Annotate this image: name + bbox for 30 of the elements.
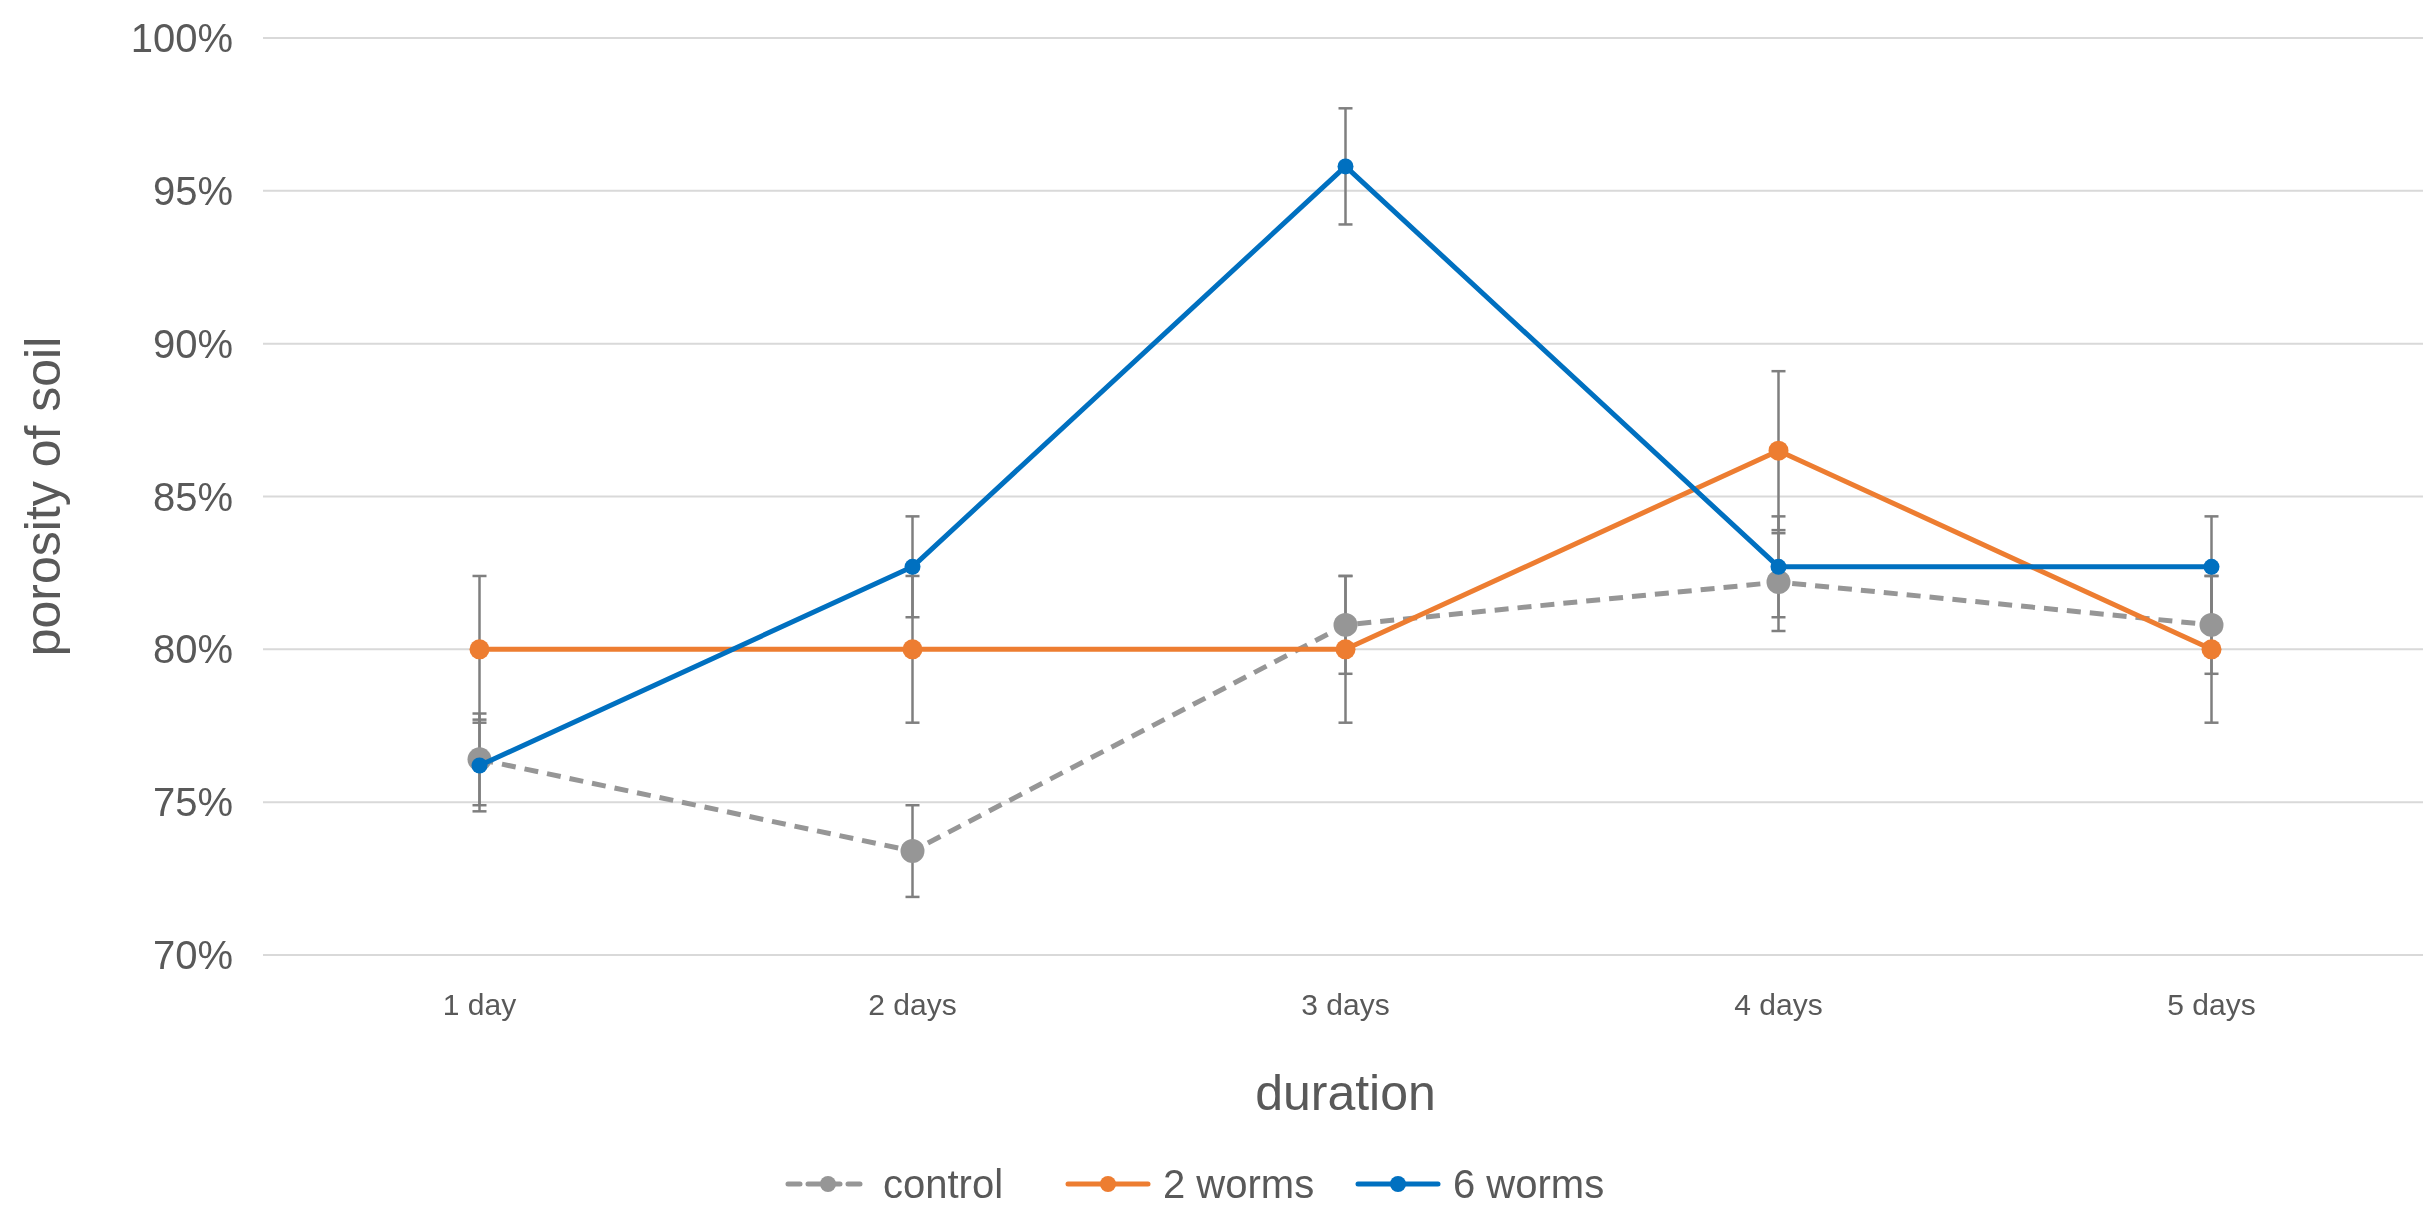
y-tick-label: 90% [152,321,233,366]
point [2201,639,2222,660]
y-axis-title: porosity of soil [15,336,71,657]
legend-label: control [883,1162,1004,1206]
point [1768,440,1789,461]
legend-label: 6 worms [1453,1162,1605,1206]
y-tick-label: 80% [152,627,233,672]
x-axis-title: duration [1255,1065,1436,1121]
y-tick-label: 75% [152,780,233,825]
legend-label: 2 worms [1163,1162,1315,1206]
point [902,639,923,660]
y-tick-label: 85% [152,474,233,519]
point [1337,158,1354,175]
x-tick-label: 3 days [1301,988,1390,1021]
point [1766,570,1791,595]
point [1770,558,1787,575]
x-tick-label: 5 days [2167,988,2256,1021]
point [2203,558,2220,575]
x-tick-label: 2 days [868,988,957,1021]
y-tick-label: 70% [152,933,233,977]
y-tick-label: 100% [130,16,233,60]
point [2199,612,2224,637]
y-tick-label: 95% [152,168,233,213]
x-tick-label: 1 day [442,988,517,1021]
point [469,639,490,660]
point [900,839,925,864]
x-tick-label: 4 days [1734,988,1823,1021]
point [1333,612,1358,637]
point [904,558,921,575]
point [1335,639,1356,660]
